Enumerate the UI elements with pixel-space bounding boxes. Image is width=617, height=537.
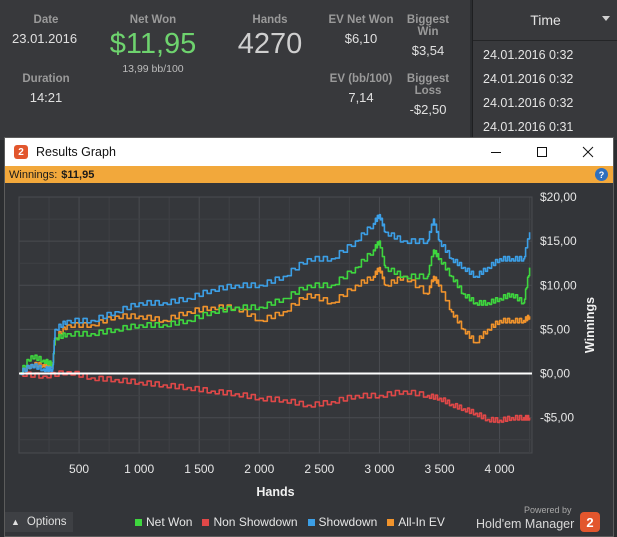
y-tick-label: -$5,00 [540, 411, 574, 425]
time-list-panel: Time 24.01.2016 0:32 24.01.2016 0:32 24.… [472, 0, 617, 140]
duration-stat: Duration 14:21 [16, 73, 76, 105]
ev-bb100-stat: EV (bb/100) 7,14 [328, 73, 394, 105]
chevron-up-icon: ▲ [11, 517, 20, 527]
close-button[interactable] [565, 138, 611, 166]
hands-value: 4270 [237, 28, 303, 60]
net-won-value: $11,95 [109, 28, 197, 60]
minimize-button[interactable] [473, 138, 519, 166]
y-tick-label: $10,00 [540, 278, 577, 292]
biggest-loss-label: Biggest Loss [406, 73, 450, 97]
legend-label: Net Won [146, 515, 193, 529]
time-row[interactable]: 24.01.2016 0:32 [483, 48, 574, 62]
hands-label: Hands [252, 14, 288, 26]
legend-label: Non Showdown [213, 515, 298, 529]
minimize-icon [491, 152, 501, 153]
bb100-value: 13,99 bb/100 [122, 63, 184, 75]
graph-footer: ▲ Options Net Won Non Showdown Showdown [5, 503, 613, 536]
time-row[interactable]: 24.01.2016 0:32 [483, 72, 574, 86]
x-tick-label: 500 [69, 462, 89, 476]
y-tick-label: $20,00 [540, 190, 577, 204]
date-value: 23.01.2016 [12, 31, 78, 46]
options-button[interactable]: ▲ Options [5, 512, 73, 532]
series-line-non-showdown [19, 370, 531, 424]
window-titlebar[interactable]: 2 Results Graph [5, 138, 613, 166]
brand-name: Hold'em Manager [476, 517, 575, 531]
y-axis-title: Winnings [583, 297, 597, 353]
close-icon [582, 146, 594, 158]
maximize-icon [537, 147, 547, 157]
options-label: Options [26, 516, 67, 528]
time-column-header[interactable]: Time [473, 0, 617, 41]
ev-net-won-stat: EV Net Won $6,10 [328, 14, 394, 46]
x-tick-label: 2 000 [244, 462, 274, 476]
sort-down-icon[interactable] [602, 16, 610, 21]
ev-bb100-label: EV (bb/100) [329, 73, 393, 85]
date-stat: Date 23.01.2016 [12, 14, 77, 46]
biggest-win-label: Biggest Win [406, 14, 450, 38]
biggest-win-value: $3,54 [411, 43, 445, 58]
series-line-all-in-ev [19, 266, 531, 376]
powered-by-label: Powered by [524, 505, 572, 515]
results-graph-window: 2 Results Graph Winnings: $11,95 ? 500 1 … [4, 137, 614, 537]
legend-swatch [202, 518, 210, 526]
biggest-loss-stat: Biggest Loss -$2,50 [392, 73, 464, 117]
net-won-label: Net Won [129, 14, 177, 26]
legend-item-net-won[interactable]: Net Won [135, 515, 192, 529]
legend-swatch [387, 518, 395, 526]
duration-label: Duration [22, 73, 70, 85]
y-tick-label: $5,00 [540, 322, 570, 336]
ev-bb100-value: 7,14 [348, 90, 374, 105]
legend-label: All-In EV [398, 515, 445, 529]
results-chart-svg: 500 1 000 1 500 2 000 2 500 3 000 3 500 4 000 $2… [18, 190, 597, 499]
time-row[interactable]: 24.01.2016 0:32 [483, 96, 574, 110]
legend-item-showdown[interactable]: Showdown [307, 515, 378, 529]
x-tick-label: 3 500 [424, 462, 454, 476]
series-line-net-won [19, 240, 531, 375]
hands-stat: Hands 4270 [230, 14, 310, 61]
series-line-showdown [19, 213, 531, 376]
window-title: Results Graph [36, 145, 116, 159]
winnings-bar: Winnings: $11,95 ? [5, 166, 613, 183]
legend-label: Showdown [318, 515, 378, 529]
legend-item-non-showdown[interactable]: Non Showdown [202, 515, 298, 529]
app-logo-icon: 2 [14, 145, 28, 159]
x-tick-label: 2 500 [304, 462, 334, 476]
session-summary-panel: Date 23.01.2016 Net Won $11,95 13,99 bb/… [0, 0, 470, 140]
holdem-manager-brand: Powered by Hold'em Manager 2 [476, 505, 606, 535]
ev-net-won-label: EV Net Won [328, 14, 394, 26]
winnings-value: $11,95 [61, 168, 95, 181]
winnings-label: Winnings: [9, 168, 58, 181]
plot-background [18, 196, 533, 454]
maximize-button[interactable] [519, 138, 565, 166]
biggest-win-stat: Biggest Win $3,54 [396, 14, 460, 58]
x-axis-title: Hands [256, 485, 294, 499]
y-tick-label: $15,00 [540, 234, 577, 248]
chart-legend: Net Won Non Showdown Showdown All-In EV [135, 515, 445, 529]
x-tick-label: 4 000 [485, 462, 515, 476]
x-tick-label: 1 500 [184, 462, 214, 476]
x-tick-label: 3 000 [364, 462, 394, 476]
legend-swatch [135, 518, 142, 526]
results-chart: 500 1 000 1 500 2 000 2 500 3 000 3 500 4 000 $2… [5, 183, 613, 499]
duration-value: 14:21 [29, 90, 63, 105]
biggest-loss-value: -$2,50 [409, 102, 447, 117]
legend-swatch [307, 518, 315, 526]
x-tick-label: 1 000 [124, 462, 154, 476]
time-row[interactable]: 24.01.2016 0:31 [483, 120, 574, 134]
net-won-stat: Net Won $11,95 13,99 bb/100 [98, 14, 208, 75]
y-tick-label: $0,00 [540, 367, 570, 381]
brand-logo-icon: 2 [580, 512, 600, 532]
help-icon[interactable]: ? [595, 168, 608, 181]
legend-item-all-in-ev[interactable]: All-In EV [387, 515, 445, 529]
time-header-label: Time [530, 12, 561, 28]
ev-net-won-value: $6,10 [344, 31, 378, 46]
date-label: Date [33, 14, 59, 26]
